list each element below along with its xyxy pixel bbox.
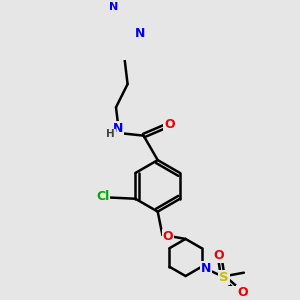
Text: O: O bbox=[164, 118, 175, 131]
Text: N: N bbox=[201, 262, 211, 275]
Text: O: O bbox=[237, 286, 248, 298]
Text: O: O bbox=[163, 230, 173, 243]
Text: N: N bbox=[135, 27, 145, 40]
Text: S: S bbox=[219, 271, 229, 284]
Text: N: N bbox=[109, 2, 118, 12]
Text: Cl: Cl bbox=[96, 190, 109, 203]
Text: O: O bbox=[214, 249, 224, 262]
Text: N: N bbox=[112, 122, 123, 135]
Text: H: H bbox=[106, 129, 115, 139]
